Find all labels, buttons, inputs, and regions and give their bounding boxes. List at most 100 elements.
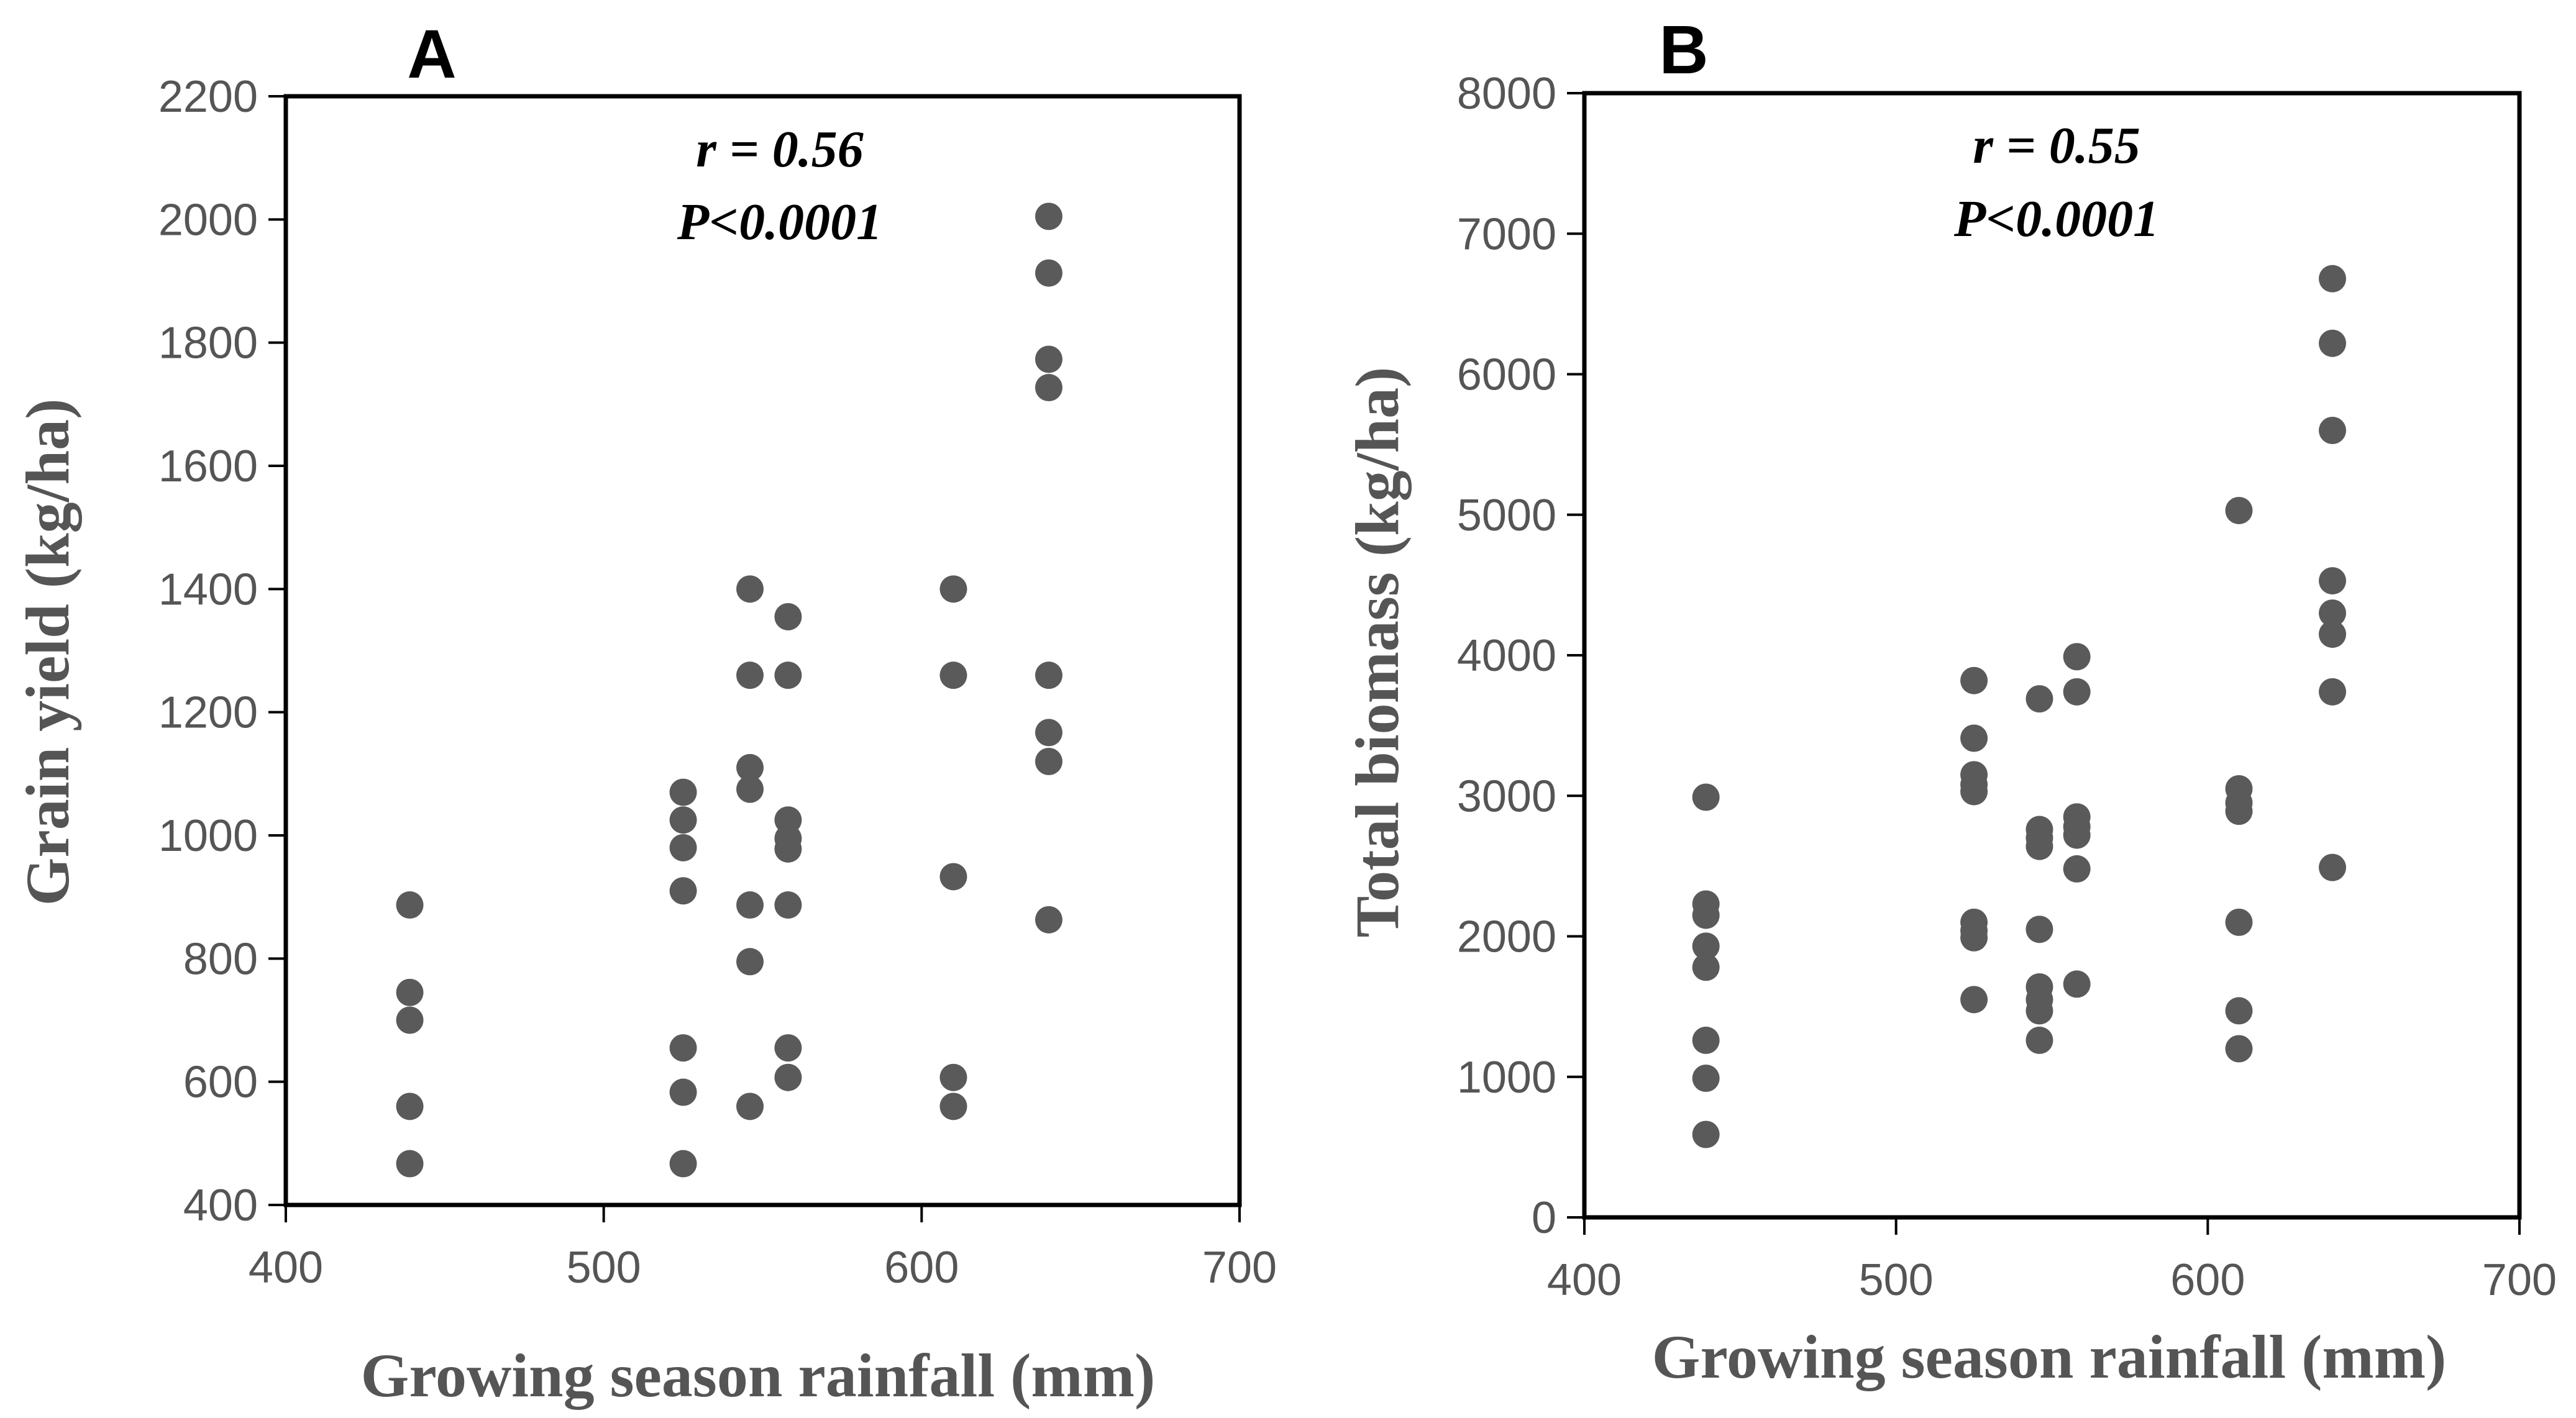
panel-a-data-point bbox=[774, 661, 802, 689]
panel-a-x-ticks: 400 500 600 700 bbox=[249, 1205, 1277, 1293]
panel-b-x-tick-label: 500 bbox=[1859, 1255, 1934, 1305]
panel-b-points bbox=[1692, 265, 2346, 1148]
panel-b-data-point bbox=[1692, 953, 1720, 981]
panel-a-data-point bbox=[1035, 374, 1062, 402]
panel-b-data-point bbox=[2319, 599, 2346, 627]
panel-b-x-axis-title: Growing season rainfall (mm) bbox=[1652, 1322, 2447, 1391]
panel-a-x-tick-label: 400 bbox=[249, 1243, 323, 1293]
panel-b-plot-frame bbox=[1582, 91, 2522, 1220]
panel-a-y-tick-label: 2000 bbox=[158, 195, 258, 245]
panel-a-x-tick-label: 600 bbox=[884, 1243, 959, 1293]
panel-a-y-ticks: 400 600 800 1000 1200 1400 1600 1800 2000 2200 bbox=[158, 72, 286, 1230]
panel-a-data-point bbox=[774, 602, 802, 630]
panel-b-data-point bbox=[2225, 908, 2253, 936]
panel-b-data-point bbox=[1692, 1065, 1720, 1093]
panel-a-label: A bbox=[407, 16, 456, 93]
panel-a-data-point bbox=[736, 891, 764, 919]
panel-a-y-tick-label: 800 bbox=[183, 934, 258, 984]
panel-b-data-point bbox=[2026, 1026, 2053, 1054]
panel-a-data-point bbox=[774, 891, 802, 919]
panel-b-y-axis-title: Total biomass (kg/ha) bbox=[1343, 367, 1412, 938]
panel-a-data-point bbox=[1035, 719, 1062, 747]
panel-b-data-point bbox=[2319, 853, 2346, 881]
panel-a-data-point bbox=[669, 834, 697, 861]
panel-a-data-point bbox=[736, 948, 764, 976]
panel-a-plot-frame bbox=[283, 94, 1242, 1207]
panel-b-y-tick-label: 5000 bbox=[1457, 491, 1556, 540]
panel-a-data-point bbox=[736, 661, 764, 689]
panel-b-y-tick-label: 1000 bbox=[1457, 1053, 1556, 1102]
panel-a-data-point bbox=[1035, 345, 1062, 373]
panel-a-r-value: r = 0.56 bbox=[696, 120, 864, 178]
panel-a-data-point bbox=[774, 835, 802, 863]
panel-a-y-tick-label: 1600 bbox=[158, 442, 258, 491]
panel-a-data-point bbox=[669, 877, 697, 905]
panel-a-data-point bbox=[1035, 661, 1062, 689]
panel-a-x-axis-title: Growing season rainfall (mm) bbox=[361, 1341, 1156, 1410]
panel-b-data-point bbox=[2319, 620, 2346, 648]
panel-b: B 0 1000 2000 3000 4000 5000 6000 7000 8000 400 5… bbox=[1343, 12, 2557, 1391]
panel-a-p-value: P<0.0001 bbox=[677, 193, 882, 251]
panel-a-data-point bbox=[396, 1006, 424, 1034]
panel-b-data-point bbox=[2225, 997, 2253, 1025]
panel-b-data-point bbox=[2063, 855, 2091, 883]
panel-b-data-point bbox=[1960, 986, 1988, 1014]
panel-a-data-point bbox=[939, 1063, 967, 1091]
panel-a-data-point bbox=[774, 1034, 802, 1062]
panel-b-data-point bbox=[2319, 265, 2346, 293]
panel-a-data-point bbox=[669, 1034, 697, 1062]
panel-a-points bbox=[396, 202, 1062, 1178]
panel-b-data-point bbox=[2225, 798, 2253, 825]
panel-a-data-point bbox=[669, 1078, 697, 1106]
panel-b-data-point bbox=[2319, 678, 2346, 706]
panel-a-y-tick-label: 600 bbox=[183, 1058, 258, 1107]
panel-b-y-tick-label: 7000 bbox=[1457, 209, 1556, 259]
panel-b-y-tick-label: 4000 bbox=[1457, 631, 1556, 681]
panel-b-data-point bbox=[2319, 417, 2346, 444]
panel-b-data-point bbox=[2225, 1035, 2253, 1063]
panel-b-data-point bbox=[2026, 916, 2053, 943]
panel-a-data-point bbox=[736, 775, 764, 803]
panel-b-data-point bbox=[1960, 924, 1988, 952]
panel-a-y-tick-label: 1800 bbox=[158, 319, 258, 368]
panel-b-data-point bbox=[2063, 970, 2091, 998]
panel-a-data-point bbox=[736, 575, 764, 603]
panel-b-y-tick-label: 3000 bbox=[1457, 771, 1556, 821]
panel-b-x-tick-label: 600 bbox=[2170, 1255, 2245, 1305]
panel-a-y-tick-label: 1000 bbox=[158, 811, 258, 861]
panel-b-data-point bbox=[2063, 678, 2091, 706]
panel-a-data-point bbox=[396, 891, 424, 919]
panel-a-data-point bbox=[1035, 202, 1062, 230]
panel-b-r-value: r = 0.55 bbox=[1973, 117, 2140, 175]
panel-a-data-point bbox=[736, 1093, 764, 1120]
panel-b-data-point bbox=[1692, 1120, 1720, 1148]
panel-b-x-tick-label: 700 bbox=[2482, 1255, 2557, 1305]
panel-b-y-tick-label: 0 bbox=[1532, 1193, 1556, 1243]
panel-b-y-tick-label: 6000 bbox=[1457, 350, 1556, 400]
panel-b-data-point bbox=[2319, 329, 2346, 357]
panel-b-p-value: P<0.0001 bbox=[1953, 190, 2159, 248]
panel-a-y-tick-label: 1400 bbox=[158, 565, 258, 614]
panel-a-data-point bbox=[939, 1093, 967, 1120]
panel-b-data-point bbox=[1692, 901, 1720, 929]
panel-b-data-point bbox=[1960, 666, 1988, 694]
panel-b-x-tick-label: 400 bbox=[1547, 1255, 1622, 1305]
panel-a-data-point bbox=[396, 1150, 424, 1178]
panel-a-data-point bbox=[1035, 906, 1062, 934]
panel-b-data-point bbox=[1960, 778, 1988, 806]
panel-b-data-point bbox=[2026, 685, 2053, 713]
panel-b-data-point bbox=[2063, 643, 2091, 671]
panel-a: A 4006008001000120014001600180020002200 … bbox=[13, 16, 1277, 1410]
panel-a-data-point bbox=[939, 863, 967, 891]
panel-b-data-point bbox=[1960, 724, 1988, 752]
panel-a-data-point bbox=[669, 778, 697, 806]
panel-b-label: B bbox=[1659, 12, 1708, 88]
panel-b-data-point bbox=[2063, 821, 2091, 849]
panel-b-y-ticks: 0 1000 2000 3000 4000 5000 6000 7000 8000 bbox=[1457, 69, 1584, 1243]
panel-a-y-tick-label: 1200 bbox=[158, 688, 258, 738]
panel-a-data-point bbox=[396, 1093, 424, 1120]
panel-b-x-ticks: 400 500 600 700 bbox=[1547, 1217, 2557, 1305]
panel-a-y-tick-label: 400 bbox=[183, 1181, 258, 1230]
panel-b-data-point bbox=[1692, 932, 1720, 960]
